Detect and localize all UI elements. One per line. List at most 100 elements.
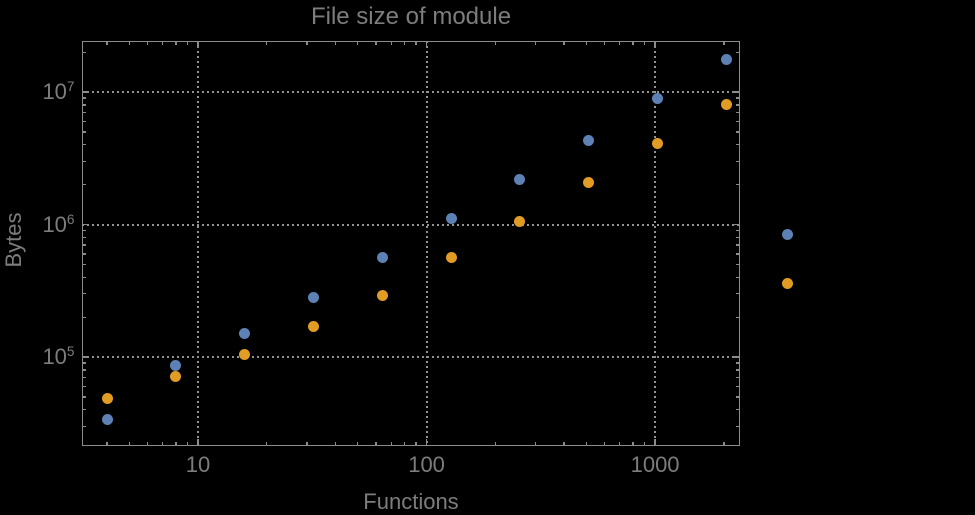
x-tick-mark	[175, 441, 177, 446]
y-tick-mark	[81, 111, 86, 114]
y-tick-mark	[736, 120, 740, 123]
y-tick-label-10e5: 105	[42, 343, 75, 370]
y-tick-mark	[81, 97, 86, 99]
y-tick-mark	[81, 144, 86, 146]
x-tick-mark	[357, 41, 359, 45]
y-tick-mark	[736, 160, 740, 162]
x-tick-mark	[603, 441, 606, 446]
x-tick-mark	[654, 438, 656, 446]
y-tick-mark	[81, 376, 86, 379]
x-tick-mark	[128, 41, 130, 45]
y-tick-mark	[81, 276, 86, 278]
y-tick-mark	[736, 425, 740, 427]
y-tick-mark	[81, 316, 86, 318]
y-tick-mark	[736, 51, 740, 53]
y-tick-mark	[733, 91, 740, 93]
y-tick-mark	[736, 293, 740, 295]
x-tick-mark	[306, 441, 308, 446]
x-tick-mark	[266, 441, 268, 446]
x-tick-mark	[186, 41, 189, 45]
y-axis-title: Bytes	[1, 212, 26, 268]
data-point-orange	[445, 252, 457, 264]
x-tick-mark	[632, 41, 634, 45]
x-tick-mark	[375, 41, 377, 45]
y-tick-mark	[733, 223, 740, 226]
y-tick-mark	[81, 51, 86, 53]
gridline-y-1000000	[81, 223, 740, 226]
y-tick-mark	[736, 97, 740, 99]
gridline-y-100000	[81, 356, 740, 359]
y-tick-mark	[736, 111, 740, 114]
x-tick-mark	[186, 441, 189, 446]
x-tick-mark	[106, 41, 108, 45]
data-point-orange	[239, 348, 251, 360]
x-tick-label-10: 10	[185, 452, 211, 477]
legend-marker-orange	[782, 277, 794, 289]
x-tick-mark	[334, 41, 337, 45]
x-tick-mark	[357, 441, 359, 446]
y-tick-mark	[736, 131, 740, 133]
x-tick-mark	[723, 441, 725, 446]
y-tick-mark	[81, 396, 86, 398]
y-tick-label-10e6: 106	[42, 211, 75, 237]
data-point-orange	[514, 216, 526, 228]
y-tick-mark	[736, 253, 740, 255]
x-tick-mark	[306, 41, 308, 45]
x-tick-mark	[128, 441, 130, 446]
y-tick-mark	[736, 229, 740, 232]
x-tick-mark	[197, 438, 199, 446]
y-tick-mark	[736, 385, 740, 388]
x-tick-mark	[563, 41, 565, 45]
x-tick-mark	[534, 41, 537, 45]
y-tick-mark	[736, 263, 740, 266]
y-tick-mark	[736, 144, 740, 146]
y-tick-mark	[736, 244, 740, 246]
x-tick-mark	[390, 441, 392, 446]
data-point-orange	[583, 177, 595, 189]
y-tick-mark	[81, 253, 86, 255]
y-tick-mark	[81, 120, 86, 123]
y-tick-mark	[736, 396, 740, 398]
y-tick-mark	[81, 131, 86, 133]
y-tick-mark	[81, 362, 86, 364]
x-tick-mark	[334, 441, 337, 446]
x-tick-mark	[585, 441, 587, 446]
y-tick-mark	[733, 356, 740, 358]
x-tick-mark	[494, 41, 496, 45]
y-tick-mark	[736, 104, 740, 106]
x-tick-mark	[534, 441, 537, 446]
gridline-x-100	[425, 41, 428, 446]
x-tick-mark	[197, 41, 199, 48]
gridline-y-10000000	[81, 91, 740, 94]
y-tick-label-10e7: 107	[42, 78, 75, 105]
data-point-blue	[651, 93, 663, 105]
data-point-orange	[651, 137, 663, 149]
x-tick-mark	[723, 41, 725, 45]
x-tick-mark	[643, 441, 646, 446]
y-tick-mark	[81, 236, 86, 239]
data-point-orange	[170, 371, 182, 383]
y-tick-mark	[81, 229, 86, 232]
x-tick-mark	[175, 41, 177, 45]
data-point-blue	[170, 360, 182, 372]
y-tick-mark	[736, 316, 740, 318]
x-axis-title: Functions	[363, 489, 459, 514]
data-point-blue	[583, 135, 595, 147]
data-point-blue	[376, 252, 388, 264]
data-point-blue	[445, 212, 457, 224]
x-tick-mark	[643, 41, 646, 45]
y-tick-mark	[81, 104, 86, 106]
y-tick-mark	[81, 293, 86, 295]
x-tick-mark	[390, 41, 392, 45]
chart-title: File size of module	[310, 3, 512, 30]
x-tick-mark	[146, 41, 148, 45]
y-tick-mark	[81, 409, 86, 411]
x-tick-mark	[603, 41, 606, 45]
x-tick-mark	[654, 41, 656, 48]
y-tick-mark	[81, 223, 89, 226]
data-point-blue	[720, 54, 732, 66]
y-tick-mark	[736, 276, 740, 278]
x-tick-mark	[266, 41, 268, 45]
x-tick-label-100: 100	[408, 452, 445, 477]
data-point-blue	[307, 292, 319, 304]
